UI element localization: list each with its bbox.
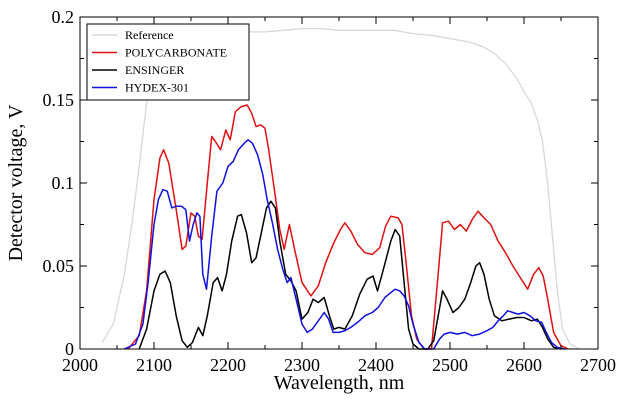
y-axis: 0 0.05 0.1 0.15 0.2 (43, 7, 598, 359)
y-tick-label: 0.05 (43, 256, 75, 276)
series-line-hydex-301 (124, 139, 565, 350)
series-line-polycarbonate (127, 104, 569, 350)
y-tick-label: 0.15 (43, 90, 75, 110)
x-tick-label: 2700 (580, 355, 616, 375)
legend-label: ENSINGER (125, 63, 184, 77)
legend-label: POLYCARBONATE (125, 46, 227, 60)
x-axis: 2000 2100 2200 2300 2400 2500 2600 2700 (62, 17, 616, 375)
x-tick-label: 2100 (136, 355, 172, 375)
legend: Reference POLYCARBONATE ENSINGER HYDEX-301 (86, 23, 250, 101)
x-tick-label: 2600 (506, 355, 542, 375)
x-tick-label: 2200 (210, 355, 246, 375)
y-tick-label: 0 (65, 339, 74, 359)
x-tick-label: 2000 (62, 355, 98, 375)
x-tick-label: 2300 (284, 355, 320, 375)
y-tick-label: 0.1 (52, 173, 75, 193)
x-tick-label: 2500 (432, 355, 468, 375)
series-line-ensinger (138, 200, 562, 350)
legend-label: Reference (125, 28, 174, 42)
y-axis-title: Detector voltage, V (5, 104, 27, 261)
x-tick-label: 2400 (358, 355, 394, 375)
x-axis-title: Wavelength, nm (274, 372, 405, 394)
legend-label: HYDEX-301 (125, 81, 189, 95)
y-tick-label: 0.2 (52, 7, 75, 27)
